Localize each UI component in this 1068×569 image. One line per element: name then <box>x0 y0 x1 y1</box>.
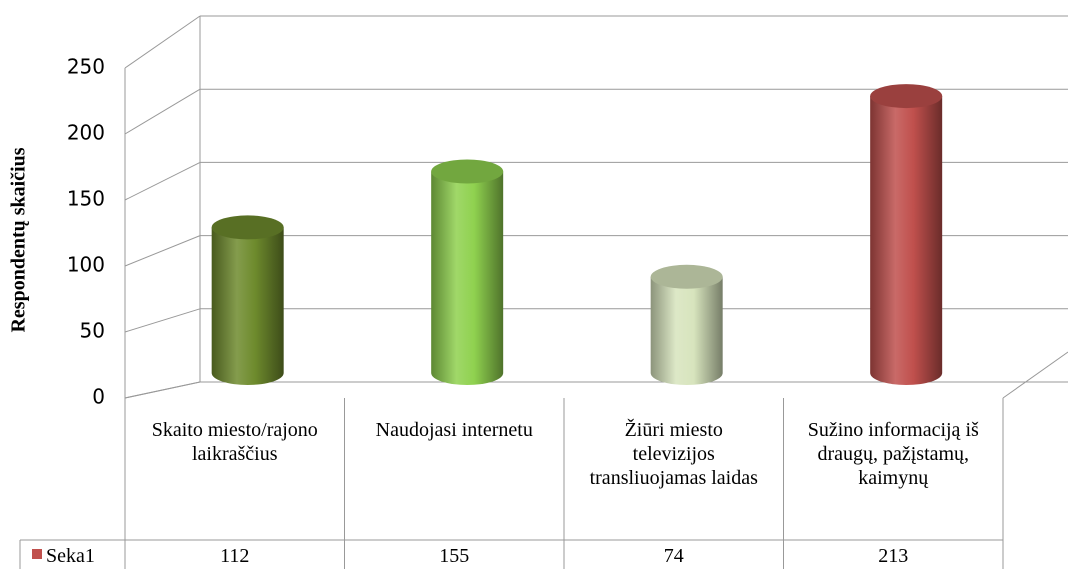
data-table-value: 155 <box>439 544 470 567</box>
grid-line <box>124 235 201 267</box>
data-table-value: 112 <box>220 544 250 567</box>
y-axis-label: Respondentų skaičius <box>8 147 30 332</box>
y-tick-label: 150 <box>67 187 105 211</box>
x-tick-label: Naudojasi internetu <box>375 419 533 441</box>
bar-top <box>211 215 284 240</box>
data-table-value: 213 <box>878 544 909 567</box>
data-table-value: 74 <box>663 544 684 567</box>
y-tick-label: 50 <box>80 319 105 343</box>
x-tick-label: Skaito miesto/rajono laikraščius <box>151 419 318 465</box>
bar-top <box>650 264 723 289</box>
grid-line <box>124 88 201 135</box>
y-tick-label: 250 <box>67 55 105 79</box>
grid-line <box>124 161 201 201</box>
legend-key <box>32 549 42 559</box>
bar <box>650 276 723 386</box>
x-tick-label: Sužino informaciją iš draugų, pažįstamų,… <box>807 419 979 489</box>
grid-line <box>124 15 201 69</box>
floor <box>124 381 1068 399</box>
grid-line <box>124 381 201 399</box>
legend-label: Seka1 <box>46 544 95 567</box>
floor-edge <box>1002 351 1068 399</box>
grid-line <box>124 308 201 333</box>
x-tick-label: Žiūri miesto televizijos transliuojamas … <box>589 419 758 489</box>
y-tick-label: 0 <box>92 385 105 409</box>
bar-top <box>431 159 504 184</box>
y-tick-label: 200 <box>67 121 105 145</box>
bar <box>870 96 943 386</box>
y-tick-label: 100 <box>67 253 105 277</box>
bar <box>431 171 504 386</box>
bar-top <box>870 84 943 109</box>
bar <box>211 227 284 385</box>
